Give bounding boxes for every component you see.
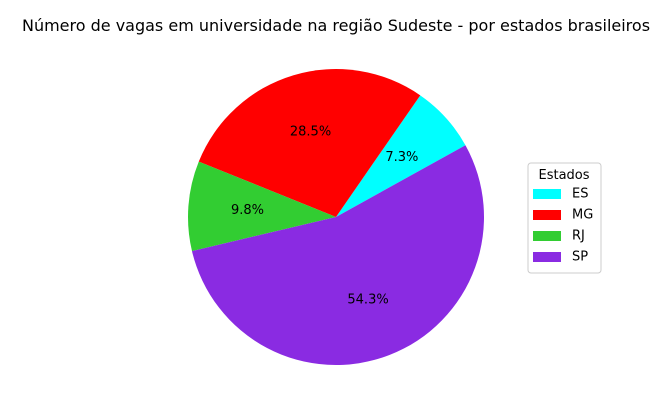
legend-label-mg: MG xyxy=(572,208,593,223)
legend-label-sp: SP xyxy=(572,250,588,265)
legend-label-es: ES xyxy=(572,187,588,202)
legend-title: Estados xyxy=(538,168,589,183)
pie-slice-mg xyxy=(198,68,421,217)
legend-swatch-es xyxy=(533,189,561,199)
pie-label-mg: 28.5% xyxy=(290,124,331,139)
legend-items: ES MG RJ SP xyxy=(533,187,593,265)
pie-label-rj: 9.8% xyxy=(231,203,264,218)
pie-slices xyxy=(188,68,485,366)
pie-slice-es xyxy=(336,95,466,217)
chart-title: Número de vagas em universidade na regiã… xyxy=(22,16,650,35)
legend: Estados ES MG RJ SP xyxy=(527,162,602,274)
legend-swatch-mg xyxy=(533,210,561,220)
pie-slice-rj xyxy=(188,161,336,252)
pie-percent-labels: 7.3% 28.5% 9.8% 54.3% xyxy=(231,124,418,307)
pie-label-sp: 54.3% xyxy=(347,292,388,307)
legend-swatch-rj xyxy=(533,231,561,241)
pie-label-es: 7.3% xyxy=(385,150,418,165)
legend-label-rj: RJ xyxy=(572,229,585,244)
legend-swatch-sp xyxy=(533,252,561,262)
pie-slice-sp xyxy=(191,145,485,366)
